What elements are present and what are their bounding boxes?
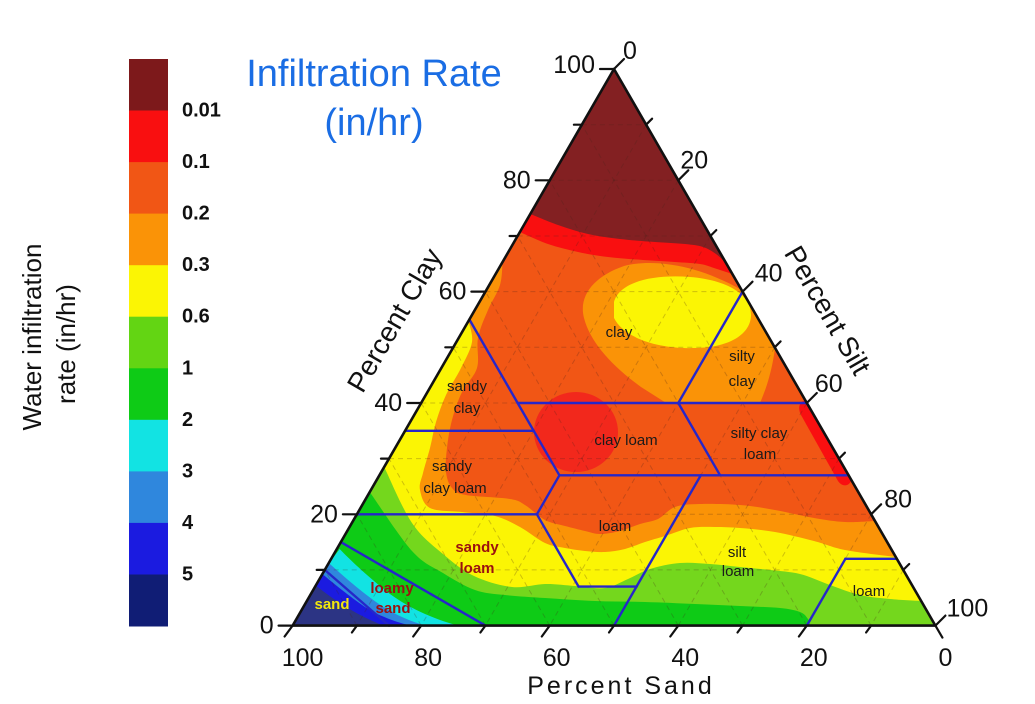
svg-text:100: 100 bbox=[947, 595, 989, 623]
svg-text:3: 3 bbox=[182, 460, 193, 482]
svg-text:100: 100 bbox=[553, 51, 595, 79]
svg-text:20: 20 bbox=[680, 146, 708, 174]
svg-text:60: 60 bbox=[543, 644, 571, 672]
svg-text:0.6: 0.6 bbox=[182, 306, 210, 328]
svg-text:20: 20 bbox=[800, 644, 828, 672]
svg-text:loam: loam bbox=[599, 518, 632, 535]
svg-text:80: 80 bbox=[884, 485, 912, 513]
svg-text:0: 0 bbox=[260, 612, 274, 640]
svg-text:60: 60 bbox=[815, 370, 843, 398]
svg-text:loam: loam bbox=[744, 446, 777, 463]
svg-text:2: 2 bbox=[182, 409, 193, 431]
svg-text:20: 20 bbox=[310, 500, 338, 528]
svg-text:sand: sand bbox=[314, 596, 349, 613]
svg-text:5: 5 bbox=[182, 564, 193, 586]
svg-text:sandy: sandy bbox=[432, 458, 473, 475]
svg-text:loam: loam bbox=[853, 583, 886, 600]
svg-text:60: 60 bbox=[439, 278, 467, 306]
svg-text:0.2: 0.2 bbox=[182, 203, 210, 225]
svg-text:clay: clay bbox=[606, 324, 633, 341]
svg-text:0.3: 0.3 bbox=[182, 254, 210, 276]
svg-text:40: 40 bbox=[755, 260, 783, 288]
svg-text:Water infiltration: Water infiltration bbox=[17, 244, 47, 431]
svg-text:sand: sand bbox=[375, 600, 410, 617]
svg-text:sandy: sandy bbox=[455, 539, 499, 556]
svg-text:4: 4 bbox=[182, 512, 194, 534]
svg-text:0: 0 bbox=[623, 37, 637, 65]
svg-text:Percent Sand: Percent Sand bbox=[527, 672, 715, 700]
svg-text:silty clay: silty clay bbox=[731, 425, 788, 442]
svg-text:80: 80 bbox=[503, 166, 531, 194]
svg-text:0: 0 bbox=[938, 644, 952, 672]
svg-text:sandy: sandy bbox=[447, 378, 488, 395]
svg-text:clay loam: clay loam bbox=[594, 432, 657, 449]
svg-text:Infiltration Rate: Infiltration Rate bbox=[246, 53, 502, 95]
svg-text:1: 1 bbox=[182, 357, 193, 379]
svg-text:clay: clay bbox=[454, 400, 481, 417]
svg-text:loamy: loamy bbox=[370, 580, 414, 597]
svg-text:silty: silty bbox=[729, 348, 755, 365]
svg-text:rate (in/hr): rate (in/hr) bbox=[51, 284, 81, 404]
svg-text:loam: loam bbox=[459, 560, 494, 577]
svg-text:clay: clay bbox=[729, 373, 756, 390]
svg-text:clay loam: clay loam bbox=[423, 480, 486, 497]
svg-text:loam: loam bbox=[722, 563, 755, 580]
svg-text:80: 80 bbox=[414, 644, 442, 672]
svg-text:40: 40 bbox=[671, 644, 699, 672]
svg-text:silt: silt bbox=[728, 544, 747, 561]
svg-text:0.1: 0.1 bbox=[182, 151, 210, 173]
svg-text:100: 100 bbox=[282, 644, 324, 672]
svg-text:(in/hr): (in/hr) bbox=[324, 102, 423, 144]
svg-text:40: 40 bbox=[374, 389, 402, 417]
svg-text:0.01: 0.01 bbox=[182, 100, 221, 122]
